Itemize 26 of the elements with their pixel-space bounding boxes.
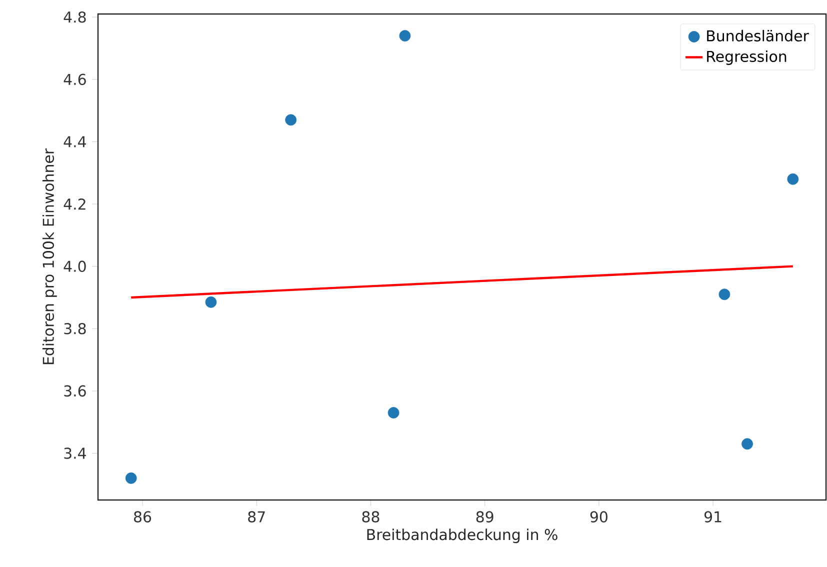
y-tick-label: 3.8 [64,322,86,334]
legend-label: Regression [707,50,786,65]
x-tick-label: 91 [704,511,722,522]
point [787,173,799,185]
y-tick-label: 4.0 [64,260,86,272]
point [742,438,753,450]
y-tick-label: 4.2 [64,198,86,210]
point [205,296,217,308]
x-tick-label: 89 [476,511,494,522]
y-axis-title: Editoren pro 100k Einwohner [42,148,57,364]
x-tick-label: 86 [134,511,152,522]
point [399,30,411,42]
y-tick-label: 4.4 [64,136,86,148]
y-tick-label: 4.8 [64,11,86,23]
x-tick-label: 87 [248,511,265,522]
y-tick-label: 3.6 [64,385,86,397]
x-tick-label: 90 [590,511,608,522]
point [125,472,137,484]
x-tick-label: 88 [362,511,380,522]
y-tick-label: 4.6 [64,74,86,86]
x-axis-title: Breitbandabdeckung in % [367,528,558,544]
legend-label: Bundesländer [707,30,809,42]
y-tick-label: 3.4 [64,448,86,459]
point [285,114,297,126]
point [718,288,730,300]
point [388,407,400,418]
